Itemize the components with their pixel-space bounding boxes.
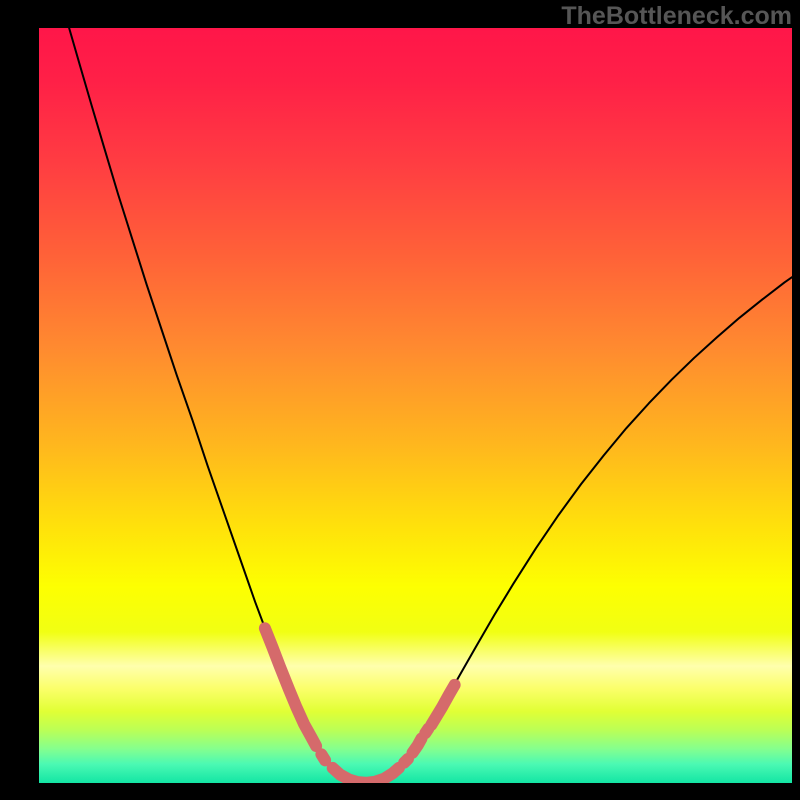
bottleneck-chart [0,0,800,800]
marker-segment [404,759,408,763]
plot-gradient-background [39,28,792,783]
marker-segment [321,754,325,760]
marker-segment [412,738,421,752]
watermark-text: TheBottleneck.com [561,2,792,31]
